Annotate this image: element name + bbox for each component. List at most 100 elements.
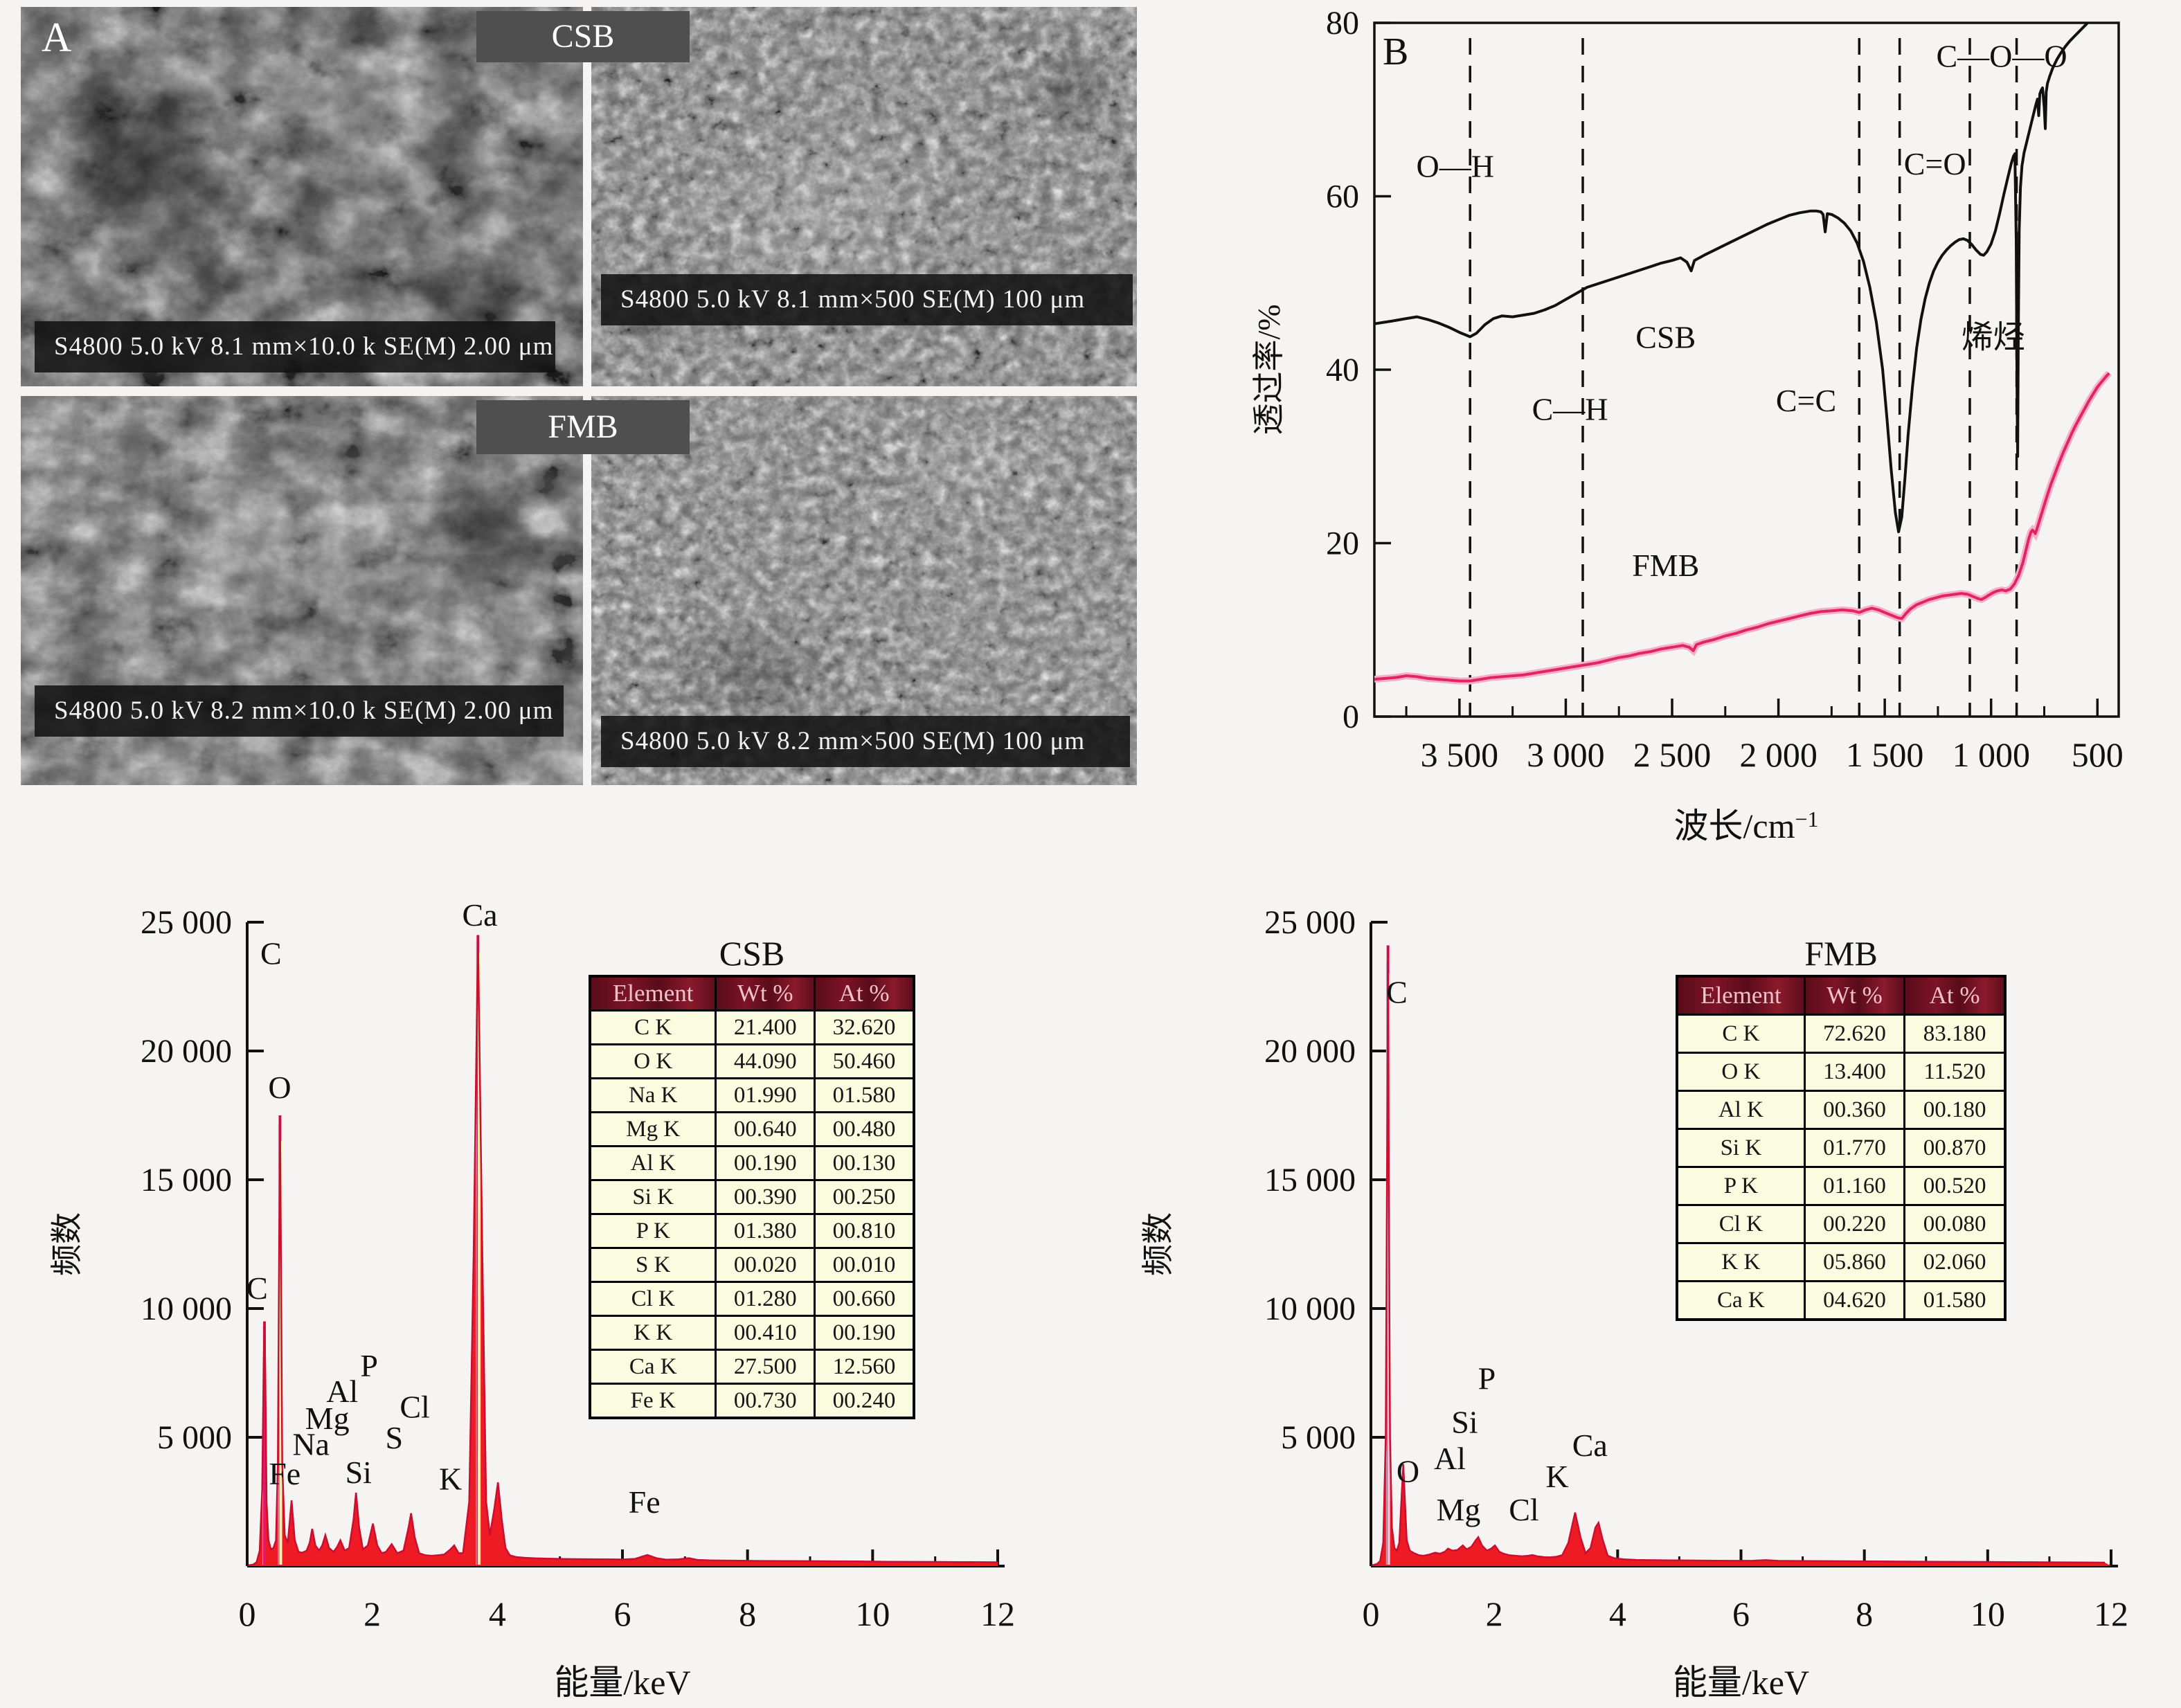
table-cell: 01.580 — [1903, 1280, 2007, 1321]
x-tick-label: 2 — [1486, 1594, 1503, 1633]
table-cell: Mg K — [589, 1111, 717, 1147]
x-tick-label: 0 — [1363, 1594, 1380, 1633]
element-label-Cl: Cl — [1509, 1492, 1538, 1527]
sem-panel: A S4800 5.0 kV 8.1 mm×10.0 k SE(M) 2.00 … — [21, 7, 1137, 785]
table-row: P K 01.160 00.520 — [1676, 1166, 2007, 1206]
y-tick-label: 25 000 — [141, 904, 232, 941]
table-row: Mg K 00.640 00.480 — [589, 1111, 915, 1147]
csb-table: Element Wt % At % C K 21.400 32.620 O K 44.090 5… — [589, 975, 915, 1419]
ftir-x-axis-title: 波长/cm−1 — [1673, 807, 1818, 845]
table-cell: 11.520 — [1903, 1052, 2007, 1092]
table-cell: Si K — [1676, 1128, 1806, 1168]
element-label-P: P — [1478, 1360, 1496, 1396]
eds-y-axis-title: 频数 — [1140, 1212, 1176, 1276]
y-tick-label: 25 000 — [1264, 904, 1356, 941]
y-tick-label: 60 — [1326, 179, 1359, 215]
table-cell: 13.400 — [1803, 1052, 1906, 1092]
scale-bar-text: S4800 5.0 kV 8.2 mm×500 SE(M) 100 μm — [620, 727, 1086, 755]
y-tick-label: 20 — [1326, 525, 1359, 562]
x-tick-label: 12 — [980, 1594, 1015, 1633]
table-cell: 00.220 — [1803, 1204, 1906, 1244]
element-label-P: P — [360, 1348, 378, 1383]
x-tick-label: 500 — [2072, 735, 2124, 774]
x-tick-label: 8 — [739, 1594, 756, 1633]
table-row: K K 00.410 00.190 — [589, 1315, 915, 1351]
table-cell: 00.640 — [715, 1111, 816, 1147]
table-row: Si K 00.390 00.250 — [589, 1179, 915, 1215]
element-table-fmb: FMB Element Wt % At % C K 72.620 83.180 O K 13.… — [1676, 935, 2007, 1321]
table-cell: 01.160 — [1803, 1166, 1906, 1206]
eds-spectrum-csb: 25 000 20 000 15 000 10 000 5 000 0 2 4 6 8 10 12 频数… — [49, 897, 1015, 1702]
scale-bar-info: S4800 5.0 kV 8.1 mm×10.0 k SE(M) 2.00 μm — [35, 321, 555, 372]
table-header-row: Element Wt % At % — [1676, 975, 2007, 1016]
table-cell: 00.360 — [1803, 1090, 1906, 1130]
table-cell: Cl K — [589, 1281, 717, 1317]
annotation-FMB: FMB — [1632, 548, 1699, 583]
table-row: Cl K 01.280 00.660 — [589, 1281, 915, 1317]
element-label-C: C — [246, 1270, 268, 1306]
x-tick-label: 4 — [489, 1594, 506, 1633]
table-cell: Ca K — [1676, 1280, 1806, 1321]
table-cell: 05.860 — [1803, 1242, 1906, 1282]
table-title-csb: CSB — [719, 934, 785, 973]
element-label-Mg: Mg — [305, 1401, 350, 1436]
x-tick-label: 6 — [614, 1594, 631, 1633]
element-label-K: K — [1545, 1459, 1568, 1494]
y-tick-label: 0 — [1343, 699, 1359, 735]
eds-x-axis-title: 能量/keV — [554, 1663, 690, 1702]
scale-bar-text: S4800 5.0 kV 8.1 mm×500 SE(M) 100 μm — [620, 285, 1086, 314]
y-tick-label: 10 000 — [1264, 1291, 1356, 1327]
fmb-table: Element Wt % At % C K 72.620 83.180 O K 13.400 1… — [1676, 975, 2007, 1321]
table-cell: 00.410 — [715, 1315, 816, 1351]
table-cell: 00.660 — [814, 1281, 915, 1317]
table-cell: Al K — [1676, 1090, 1806, 1130]
annotation-C=C: C=C — [1776, 383, 1836, 418]
table-row: O K 13.400 11.520 — [1676, 1052, 2007, 1092]
ftir-annotations: B O—H C—H CSB C=C C=O C—O—O 烯烃 FMB — [1383, 30, 2067, 583]
table-cell: 00.010 — [814, 1247, 915, 1283]
table-row: C K 72.620 83.180 — [1676, 1014, 2007, 1054]
group-label-fmb: FMB — [476, 400, 690, 454]
y-tick-label: 10 000 — [141, 1291, 232, 1327]
table-cell: O K — [1676, 1052, 1806, 1092]
column-header: Wt % — [715, 975, 816, 1012]
table-row: Na K 01.990 01.580 — [589, 1077, 915, 1113]
x-tick-label: 8 — [1856, 1594, 1873, 1633]
element-label-C: C — [1386, 974, 1408, 1009]
table-cell: 01.280 — [715, 1281, 816, 1317]
table-row: Ca K 04.620 01.580 — [1676, 1280, 2007, 1321]
table-cell: 00.730 — [715, 1383, 816, 1419]
table-row: C K 21.400 32.620 — [589, 1009, 915, 1045]
table-row: Cl K 00.220 00.080 — [1676, 1204, 2007, 1244]
x-tick-label: 1 000 — [1952, 735, 2030, 774]
table-cell: 00.390 — [715, 1179, 816, 1215]
y-tick-label: 20 000 — [141, 1033, 232, 1070]
element-label-O: O — [1397, 1453, 1419, 1489]
table-cell: 00.020 — [715, 1247, 816, 1283]
annotation-烯烃: 烯烃 — [1962, 319, 2025, 354]
element-label-Al: Al — [1434, 1441, 1466, 1476]
column-header: Element — [1676, 975, 1806, 1016]
y-tick-label: 40 — [1326, 352, 1359, 388]
panel-a-label: A — [42, 15, 72, 60]
annotation-C=O: C=O — [1904, 146, 1966, 181]
element-label-Si: Si — [345, 1455, 372, 1490]
eds-spectrum-fmb: 25 000 20 000 15 000 10 000 5 000 0 2 4 6 8 10 12 频数… — [1140, 904, 2128, 1702]
table-cell: 00.520 — [1903, 1166, 2007, 1206]
table-cell: 02.060 — [1903, 1242, 2007, 1282]
table-cell: 00.870 — [1903, 1128, 2007, 1168]
table-cell: 00.130 — [814, 1145, 915, 1181]
table-row: P K 01.380 00.810 — [589, 1213, 915, 1249]
ftir-series — [1374, 23, 2112, 685]
table-cell: P K — [589, 1213, 717, 1249]
table-cell: 00.180 — [1903, 1090, 2007, 1130]
table-row: S K 00.020 00.010 — [589, 1247, 915, 1283]
table-cell: 27.500 — [715, 1349, 816, 1385]
element-label-Fe: Fe — [269, 1456, 300, 1491]
table-cell: P K — [1676, 1166, 1806, 1206]
eds-axes: 25 000 20 000 15 000 10 000 5 000 0 2 4 6 8 10 12 — [141, 904, 1015, 1633]
scale-bar-text: S4800 5.0 kV 8.2 mm×10.0 k SE(M) 2.00 μm — [54, 696, 554, 725]
element-label-Ca: Ca — [1572, 1428, 1608, 1463]
